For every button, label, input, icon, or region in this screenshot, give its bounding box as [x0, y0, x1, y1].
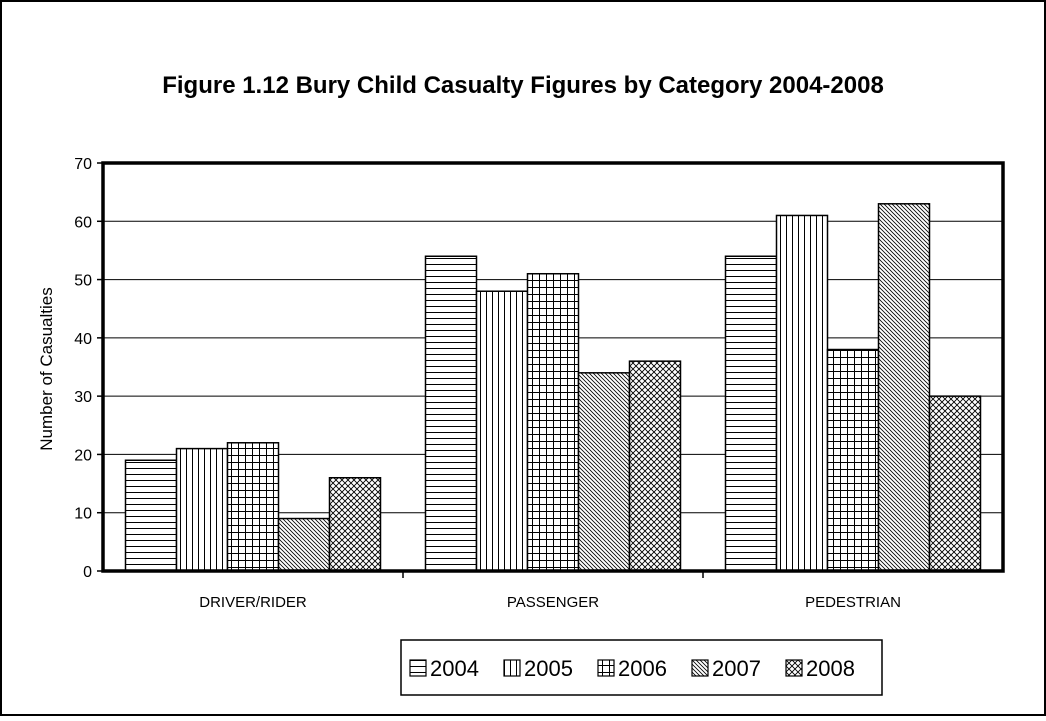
bar-2006-driver-rider — [226, 442, 280, 572]
legend-label-2004: 2004 — [430, 656, 479, 681]
legend-swatch-2008 — [785, 659, 803, 677]
y-tick-label: 70 — [74, 156, 92, 173]
legend-swatch-2006 — [597, 659, 615, 677]
bar-2007-pedestrian — [877, 203, 931, 572]
y-tick-label: 10 — [74, 506, 92, 523]
legend-label-2007: 2007 — [712, 656, 761, 681]
y-axis-label: Number of Casualties — [37, 287, 56, 450]
plot-area-frame — [101, 161, 1005, 573]
bar-2008-passenger — [628, 360, 682, 572]
y-tick-label: 40 — [74, 331, 92, 348]
bars — [124, 203, 982, 572]
legend-swatch-2004 — [409, 659, 427, 677]
x-tick-labels: DRIVER/RIDER PASSENGER PEDESTRIAN — [199, 594, 901, 611]
axes — [97, 161, 1005, 578]
bar-2005-pedestrian — [775, 214, 829, 572]
bar-2004-pedestrian — [724, 255, 778, 572]
bar-2007-passenger — [577, 372, 631, 572]
legend-label-2008: 2008 — [806, 656, 855, 681]
chart-title: Figure 1.12 Bury Child Casualty Figures … — [162, 72, 884, 99]
bar-2005-driver-rider — [175, 447, 229, 572]
bar-2008-driver-rider — [328, 476, 382, 572]
bar-2008-pedestrian — [928, 395, 982, 572]
legend-label-2005: 2005 — [524, 656, 573, 681]
bar-2004-driver-rider — [124, 459, 178, 572]
legend-swatch-2005 — [503, 659, 521, 677]
x-tick-label: PEDESTRIAN — [805, 594, 901, 611]
legend-label-2006: 2006 — [618, 656, 667, 681]
y-tick-label: 30 — [74, 389, 92, 406]
y-tick-label: 20 — [74, 447, 92, 464]
y-tick-labels: 0 10 20 30 40 50 60 70 — [74, 156, 92, 581]
bar-2006-passenger — [526, 272, 580, 572]
legend: 2004 2005 2006 2007 2008 — [400, 639, 883, 696]
y-tick-label: 0 — [83, 564, 92, 581]
bar-2005-passenger — [475, 290, 529, 572]
y-tick-label: 60 — [74, 214, 92, 231]
bar-2007-driver-rider — [277, 517, 331, 572]
x-tick-label: PASSENGER — [507, 594, 599, 611]
bar-2006-pedestrian — [826, 348, 880, 572]
x-tick-label: DRIVER/RIDER — [199, 594, 307, 611]
bar-2004-passenger — [424, 255, 478, 572]
legend-swatch-2007 — [691, 659, 709, 677]
y-tick-label: 50 — [74, 273, 92, 290]
